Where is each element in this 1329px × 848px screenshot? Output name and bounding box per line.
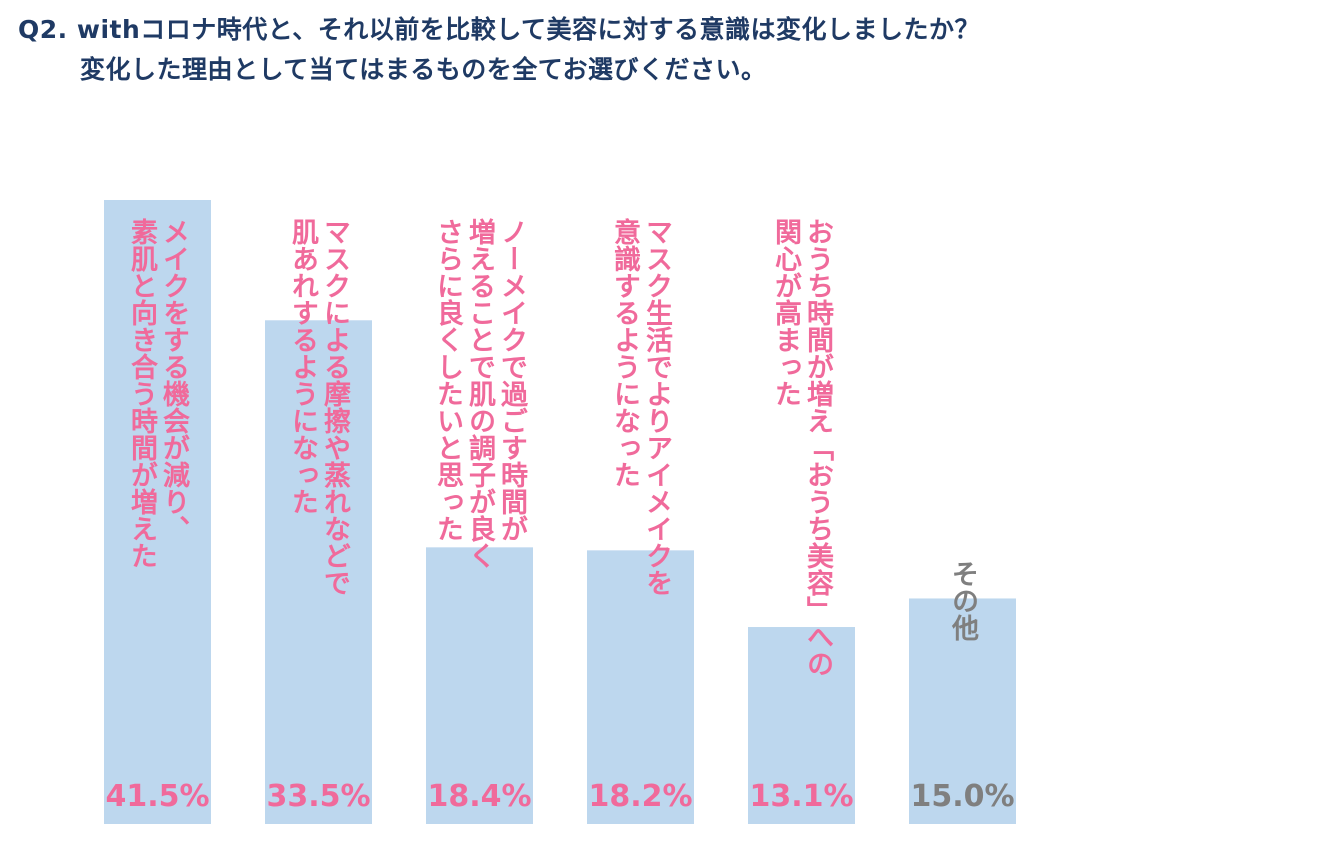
question-title-line-2: 変化した理由として当てはまるものを全てお選びください。 [80, 55, 767, 84]
category-label: 関心が高まった [770, 218, 802, 407]
value-label: 41.5% [105, 779, 209, 814]
question-title-line-1: Q2. withコロナ時代と、それ以前を比較して美容に対する意識は変化しましたか… [18, 15, 981, 44]
value-label: 18.4% [427, 779, 531, 814]
category-label: その他 [947, 560, 980, 641]
bar [265, 320, 372, 824]
category-label: マスク生活でよりアイメイクを [641, 218, 673, 596]
category-label: メイクをする機会が減り、 [158, 218, 190, 542]
bar [104, 200, 211, 824]
bar [748, 627, 855, 824]
category-label: 増えることで肌の調子が良く [464, 217, 496, 569]
value-label: 13.1% [749, 779, 853, 814]
category-label: 肌あれするようになった [287, 218, 319, 515]
category-label: ノーメイクで過ごす時間が [496, 218, 528, 542]
category-label: マスクによる摩擦や蒸れなどで [319, 218, 351, 596]
bar-group: その他 15.0% [909, 560, 1016, 824]
value-label: 18.2% [588, 779, 692, 814]
category-label: 素肌と向き合う時間が増えた [126, 218, 158, 569]
value-label: 15.0% [910, 779, 1014, 814]
bar [909, 598, 1016, 824]
value-label: 33.5% [266, 779, 370, 814]
category-label: さらに良くしたいと思った [432, 218, 464, 542]
bar [587, 550, 694, 824]
category-label: おうち時間が増え「おうち美容」への [802, 218, 834, 677]
category-label: 意識するようになった [609, 217, 641, 488]
bar-group: メイクをする機会が減り、素肌と向き合う時間が増えた 41.5% [104, 200, 211, 824]
bar [426, 547, 533, 824]
